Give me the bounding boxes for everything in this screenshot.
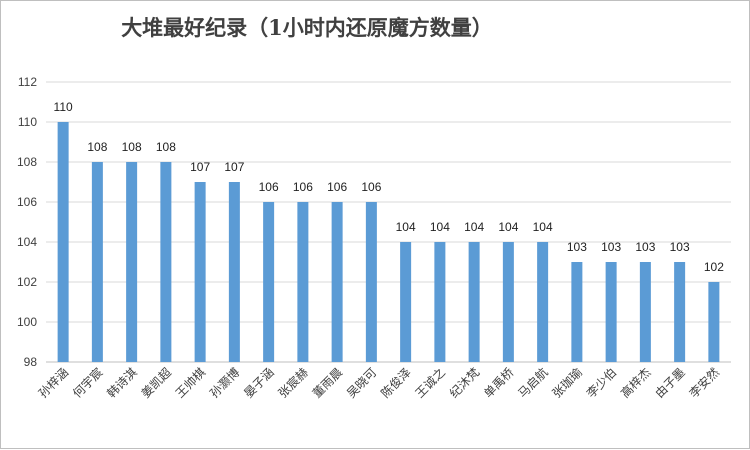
bar bbox=[571, 262, 583, 362]
data-label: 103 bbox=[670, 240, 690, 254]
data-label: 103 bbox=[601, 240, 621, 254]
x-tick-label: 王诚之 bbox=[413, 365, 448, 400]
x-tick-label: 张宸赫 bbox=[275, 365, 311, 401]
bar bbox=[605, 262, 617, 362]
x-tick-label: 姜凯超 bbox=[138, 365, 174, 401]
y-tick-label: 100 bbox=[17, 315, 37, 329]
y-tick-label: 106 bbox=[17, 195, 37, 209]
data-label: 104 bbox=[533, 220, 553, 234]
bar bbox=[194, 182, 206, 362]
x-tick-label: 由子墨 bbox=[652, 365, 687, 400]
data-label: 108 bbox=[87, 140, 107, 154]
data-labels: 110 108 108 108 107 107 106 106 106 106 104 104 104 1… bbox=[54, 100, 725, 274]
x-axis-ticks: 孙梓涵何宇宸韩诗淇姜凯超王帅棋孙灏博晏子涵张宸赫董雨晨吴晓可陈俊泽王诚之纪沐梵单… bbox=[35, 365, 722, 401]
data-label: 107 bbox=[190, 160, 210, 174]
gridlines bbox=[46, 81, 731, 363]
data-label: 108 bbox=[122, 140, 142, 154]
data-label: 102 bbox=[704, 260, 724, 274]
bar bbox=[502, 242, 514, 362]
x-tick-label: 陈俊泽 bbox=[378, 365, 414, 401]
bar bbox=[708, 282, 720, 362]
data-label: 110 bbox=[54, 100, 73, 114]
y-tick-label: 102 bbox=[17, 275, 37, 289]
bar bbox=[57, 122, 69, 362]
x-tick-label: 纪沐梵 bbox=[447, 365, 482, 400]
x-tick-label: 孙梓涵 bbox=[35, 365, 71, 401]
x-tick-label: 孙灏博 bbox=[206, 365, 242, 401]
bar bbox=[297, 202, 309, 362]
bar bbox=[91, 162, 103, 362]
data-label: 106 bbox=[361, 180, 381, 194]
y-axis-ticks: 98 100 102 104 106 108 110 112 bbox=[17, 75, 37, 369]
x-tick-label: 何宇宸 bbox=[69, 365, 105, 401]
data-label: 103 bbox=[635, 240, 655, 254]
x-tick-label: 单禹桥 bbox=[481, 365, 516, 400]
data-label: 103 bbox=[567, 240, 587, 254]
chart-title: 大堆最好纪录（1小时内还原魔方数量） bbox=[121, 15, 493, 40]
x-tick-label: 董雨晨 bbox=[310, 365, 345, 400]
bar bbox=[468, 242, 480, 362]
bar bbox=[263, 202, 275, 362]
data-label: 104 bbox=[396, 220, 416, 234]
data-label: 106 bbox=[327, 180, 347, 194]
x-tick-label: 张珈瑜 bbox=[549, 365, 585, 401]
x-tick-label: 李安然 bbox=[686, 365, 722, 401]
y-tick-label: 110 bbox=[18, 115, 37, 129]
data-label: 106 bbox=[259, 180, 279, 194]
bar bbox=[674, 262, 686, 362]
bars bbox=[57, 122, 720, 362]
bar bbox=[331, 202, 343, 362]
y-tick-label: 108 bbox=[17, 155, 37, 169]
data-label: 104 bbox=[498, 220, 518, 234]
y-tick-label: 98 bbox=[24, 355, 38, 369]
data-label: 106 bbox=[293, 180, 313, 194]
data-label: 108 bbox=[156, 140, 176, 154]
bar bbox=[365, 202, 377, 362]
x-tick-label: 韩诗淇 bbox=[104, 365, 140, 401]
x-tick-label: 李少伯 bbox=[583, 365, 619, 401]
x-tick-label: 高梓杰 bbox=[617, 365, 653, 401]
x-tick-label: 王帅棋 bbox=[173, 365, 208, 400]
data-label: 104 bbox=[430, 220, 450, 234]
y-tick-label: 112 bbox=[18, 75, 37, 89]
bar bbox=[126, 162, 138, 362]
bar bbox=[228, 182, 240, 362]
x-tick-label: 马启航 bbox=[515, 365, 551, 401]
bar bbox=[537, 242, 549, 362]
y-tick-label: 104 bbox=[17, 235, 37, 249]
data-label: 104 bbox=[464, 220, 484, 234]
x-tick-label: 吴晓可 bbox=[344, 365, 379, 400]
x-tick-label: 晏子涵 bbox=[241, 365, 276, 400]
data-label: 107 bbox=[224, 160, 244, 174]
bar bbox=[160, 162, 172, 362]
bar bbox=[639, 262, 651, 362]
bar bbox=[400, 242, 412, 362]
bar bbox=[434, 242, 446, 362]
